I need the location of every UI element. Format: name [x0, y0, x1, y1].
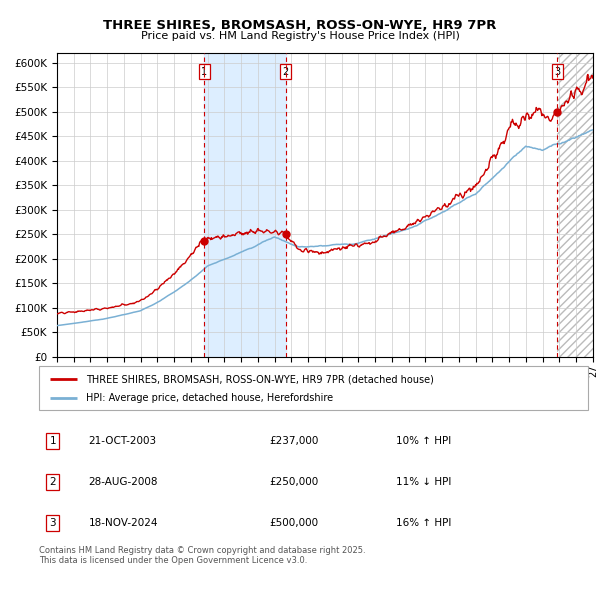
Text: 21-OCT-2003: 21-OCT-2003: [88, 435, 157, 445]
Text: £237,000: £237,000: [269, 435, 319, 445]
Text: 2: 2: [283, 67, 289, 77]
Text: £500,000: £500,000: [269, 518, 319, 528]
Text: 18-NOV-2024: 18-NOV-2024: [88, 518, 158, 528]
Bar: [557, 53, 593, 357]
Text: 2: 2: [49, 477, 56, 487]
Text: Price paid vs. HM Land Registry's House Price Index (HPI): Price paid vs. HM Land Registry's House …: [140, 31, 460, 41]
Text: 10% ↑ HPI: 10% ↑ HPI: [396, 435, 451, 445]
FancyBboxPatch shape: [39, 366, 588, 410]
Text: £250,000: £250,000: [269, 477, 319, 487]
Text: 28-AUG-2008: 28-AUG-2008: [88, 477, 158, 487]
Text: 16% ↑ HPI: 16% ↑ HPI: [396, 518, 451, 528]
Text: HPI: Average price, detached house, Herefordshire: HPI: Average price, detached house, Here…: [86, 393, 333, 402]
Text: 3: 3: [49, 518, 56, 528]
Text: THREE SHIRES, BROMSASH, ROSS-ON-WYE, HR9 7PR: THREE SHIRES, BROMSASH, ROSS-ON-WYE, HR9…: [103, 19, 497, 32]
Text: THREE SHIRES, BROMSASH, ROSS-ON-WYE, HR9 7PR (detached house): THREE SHIRES, BROMSASH, ROSS-ON-WYE, HR9…: [86, 374, 434, 384]
Text: 1: 1: [201, 67, 208, 77]
Bar: [557, 53, 593, 357]
Text: Contains HM Land Registry data © Crown copyright and database right 2025.
This d: Contains HM Land Registry data © Crown c…: [39, 546, 365, 565]
Text: 3: 3: [554, 67, 560, 77]
Text: 11% ↓ HPI: 11% ↓ HPI: [396, 477, 451, 487]
Bar: [205, 53, 286, 357]
Text: 1: 1: [49, 435, 56, 445]
